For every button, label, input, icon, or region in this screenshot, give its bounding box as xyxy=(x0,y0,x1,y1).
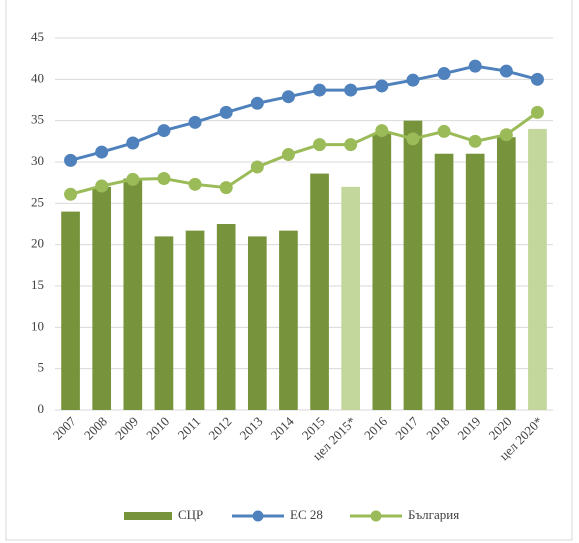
y-tick-label: 30 xyxy=(31,153,44,168)
bar xyxy=(216,224,236,410)
y-tick-label: 20 xyxy=(31,236,44,251)
marker xyxy=(64,187,78,201)
legend-label: ЕС 28 xyxy=(290,507,323,522)
bar xyxy=(434,153,454,410)
marker xyxy=(344,138,358,152)
marker xyxy=(313,138,327,152)
marker xyxy=(437,124,451,138)
bar xyxy=(341,186,361,410)
bar xyxy=(247,236,267,410)
marker xyxy=(406,73,420,87)
y-tick-label: 0 xyxy=(38,401,45,416)
y-tick-label: 10 xyxy=(31,318,44,333)
y-tick-label: 40 xyxy=(31,70,44,85)
marker xyxy=(250,160,264,174)
marker xyxy=(406,132,420,146)
bar xyxy=(61,211,80,410)
legend-swatch xyxy=(124,512,172,520)
legend-swatch xyxy=(370,510,382,522)
y-tick-label: 15 xyxy=(31,277,44,292)
marker xyxy=(499,128,513,142)
marker xyxy=(188,177,202,191)
bar xyxy=(496,137,516,410)
marker xyxy=(281,148,295,162)
marker xyxy=(437,67,451,81)
bar xyxy=(310,173,329,410)
bar xyxy=(154,236,174,410)
marker xyxy=(126,172,140,186)
marker xyxy=(219,105,233,119)
bar xyxy=(279,230,298,410)
bar xyxy=(92,186,112,410)
marker xyxy=(188,115,202,129)
marker xyxy=(313,83,327,97)
bar xyxy=(123,178,143,410)
marker xyxy=(219,181,233,195)
line xyxy=(70,111,539,196)
marker xyxy=(375,79,389,93)
legend-label: България xyxy=(408,507,459,522)
marker xyxy=(530,72,544,86)
bar xyxy=(185,230,205,410)
y-tick-label: 5 xyxy=(38,360,45,375)
marker xyxy=(95,145,109,159)
bar xyxy=(465,153,485,410)
y-tick-label: 35 xyxy=(31,112,44,127)
marker xyxy=(157,124,171,138)
line xyxy=(70,64,538,162)
legend-label: СЦР xyxy=(178,507,203,522)
marker xyxy=(281,90,295,104)
y-tick-label: 45 xyxy=(31,29,44,44)
marker xyxy=(468,134,482,148)
marker xyxy=(95,179,109,193)
legend-swatch xyxy=(252,510,264,522)
bar xyxy=(528,128,547,410)
marker xyxy=(468,59,482,73)
marker xyxy=(530,105,544,119)
marker xyxy=(375,124,389,138)
y-tick-label: 25 xyxy=(31,194,44,209)
marker xyxy=(499,64,513,78)
marker xyxy=(64,153,78,167)
marker xyxy=(250,96,264,110)
marker xyxy=(157,172,171,186)
bar xyxy=(372,133,392,411)
marker xyxy=(344,83,358,97)
marker xyxy=(126,136,140,150)
bar xyxy=(403,120,423,411)
